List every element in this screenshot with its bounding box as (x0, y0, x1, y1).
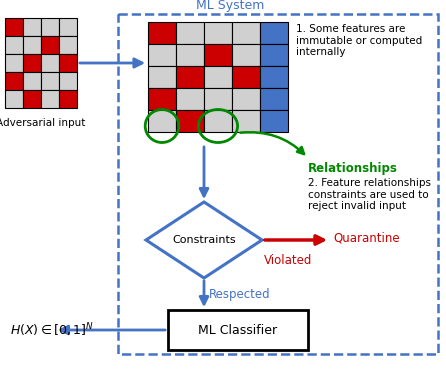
Bar (5, 36, 23, 54)
Text: Respected: Respected (209, 288, 271, 301)
Bar (41, 72, 59, 90)
Bar (59, 90, 77, 108)
Bar (204, 22, 232, 44)
Bar (176, 88, 204, 110)
Bar (260, 22, 288, 44)
Bar (23, 36, 41, 54)
Bar (176, 66, 204, 88)
Bar (176, 110, 204, 132)
Bar (232, 22, 260, 44)
Bar (59, 36, 77, 54)
Bar (232, 66, 260, 88)
Text: Constraints: Constraints (172, 235, 236, 245)
Bar (260, 66, 288, 88)
Text: Quarantine: Quarantine (333, 232, 400, 245)
Bar (5, 18, 23, 36)
Bar (232, 44, 260, 66)
Text: ML Classifier: ML Classifier (198, 323, 277, 337)
Bar (148, 44, 176, 66)
Bar (41, 90, 59, 108)
Bar (5, 54, 23, 72)
Text: $H(X) \in [0,1]^N$: $H(X) \in [0,1]^N$ (10, 321, 94, 339)
Text: ML System: ML System (196, 0, 264, 12)
Bar (23, 18, 41, 36)
Bar (176, 44, 204, 66)
Bar (41, 18, 59, 36)
Bar (260, 44, 288, 66)
Bar (41, 54, 59, 72)
Text: Violated: Violated (264, 254, 312, 267)
Bar (23, 72, 41, 90)
Text: Adversarial input: Adversarial input (0, 118, 86, 128)
Polygon shape (146, 202, 262, 278)
Bar (5, 72, 23, 90)
Bar (204, 88, 232, 110)
Bar (148, 110, 176, 132)
Bar (260, 88, 288, 110)
Bar (168, 310, 308, 350)
Bar (23, 54, 41, 72)
Bar (5, 90, 23, 108)
Bar (23, 90, 41, 108)
Bar (59, 18, 77, 36)
Bar (260, 110, 288, 132)
Bar (148, 22, 176, 44)
Bar (59, 72, 77, 90)
Bar (148, 66, 176, 88)
Bar (204, 66, 232, 88)
Bar (232, 110, 260, 132)
Bar (232, 88, 260, 110)
Bar (204, 110, 232, 132)
Text: 1. Some features are
immutable or computed
internally: 1. Some features are immutable or comput… (296, 24, 422, 57)
Bar (148, 88, 176, 110)
Bar (176, 22, 204, 44)
Text: 2. Feature relationships
constraints are used to
reject invalid input: 2. Feature relationships constraints are… (308, 178, 431, 211)
Bar (204, 44, 232, 66)
Bar (41, 36, 59, 54)
Text: Relationships: Relationships (308, 162, 398, 175)
Bar (59, 54, 77, 72)
